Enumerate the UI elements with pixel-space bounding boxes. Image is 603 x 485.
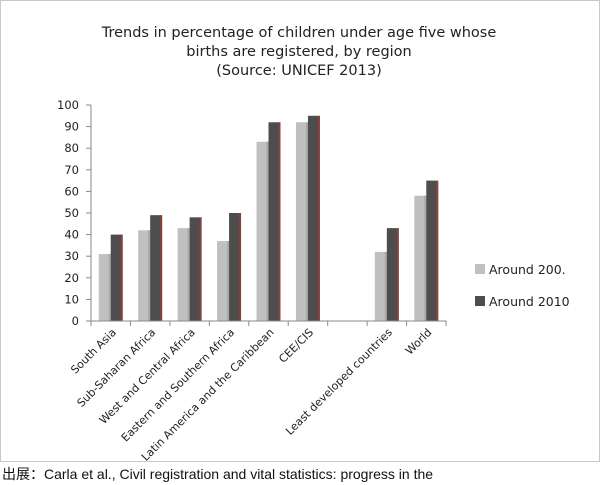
chart-title: Trends in percentage of children under a… — [101, 25, 497, 79]
bar-edge — [436, 180, 439, 321]
bar-series-1 — [98, 254, 111, 321]
legend: Around 200. Around 2010 — [475, 262, 570, 309]
bar-series-2 — [268, 122, 281, 321]
bar-edge — [305, 122, 308, 321]
legend-label: Around 200. — [489, 262, 566, 277]
y-tick-label: 10 — [64, 292, 79, 306]
bar-series-1 — [217, 241, 230, 321]
title-line-1: Trends in percentage of children under a… — [101, 25, 497, 41]
y-tick-label: 100 — [57, 98, 79, 112]
x-tick-label: World — [403, 326, 434, 357]
bars — [98, 115, 439, 321]
bar-series-2 — [189, 217, 202, 321]
bar-edge — [424, 195, 427, 321]
bar-series-2 — [229, 213, 242, 321]
bar-edge — [239, 213, 242, 321]
legend-label: Around 2010 — [489, 294, 570, 309]
bar-series-1 — [374, 251, 387, 321]
legend-swatch — [475, 264, 485, 274]
bar-series-1 — [256, 141, 269, 321]
x-tick-label: CEE/CIS — [276, 326, 316, 366]
bar-edge — [199, 217, 202, 321]
title-line-2: births are registered, by region — [186, 44, 412, 60]
y-tick-label: 90 — [64, 120, 79, 134]
bar-edge — [384, 251, 387, 321]
bar-series-2 — [110, 234, 123, 321]
y-axis: 0 10 20 30 40 50 60 70 80 90 100 — [57, 98, 92, 328]
bar-series-2 — [386, 228, 399, 321]
bar-edge — [187, 228, 190, 321]
bar-edge — [317, 115, 320, 321]
bar-series-2 — [307, 115, 320, 321]
bar-edge — [266, 141, 269, 321]
bar-series-2 — [150, 215, 163, 321]
y-tick-label: 20 — [64, 271, 79, 285]
y-tick-label: 30 — [64, 249, 79, 263]
bar-series-2 — [426, 180, 439, 321]
y-tick-label: 80 — [64, 141, 79, 155]
y-tick-label: 40 — [64, 228, 79, 242]
bar-series-1 — [138, 230, 151, 321]
bar-edge — [148, 230, 151, 321]
y-tick-label: 50 — [64, 206, 79, 220]
bar-series-1 — [177, 228, 190, 321]
bar-edge — [278, 122, 281, 321]
chart-frame: Trends in percentage of children under a… — [0, 0, 600, 463]
bar-edge — [120, 234, 123, 321]
legend-swatch — [475, 296, 485, 306]
bar-edge — [160, 215, 163, 321]
source-caption: 出展：Carla et al., Civil registration and … — [2, 466, 434, 482]
chart-svg: Trends in percentage of children under a… — [57, 25, 570, 463]
y-tick-label: 60 — [64, 184, 79, 198]
title-line-3: (Source: UNICEF 2013) — [216, 63, 381, 79]
bar-series-1 — [414, 195, 427, 321]
y-tick-label: 70 — [64, 163, 79, 177]
bar-edge — [108, 254, 111, 321]
bar-series-1 — [295, 122, 308, 321]
bar-edge — [396, 228, 399, 321]
bar-edge — [227, 241, 230, 321]
y-tick-label: 0 — [72, 314, 79, 328]
